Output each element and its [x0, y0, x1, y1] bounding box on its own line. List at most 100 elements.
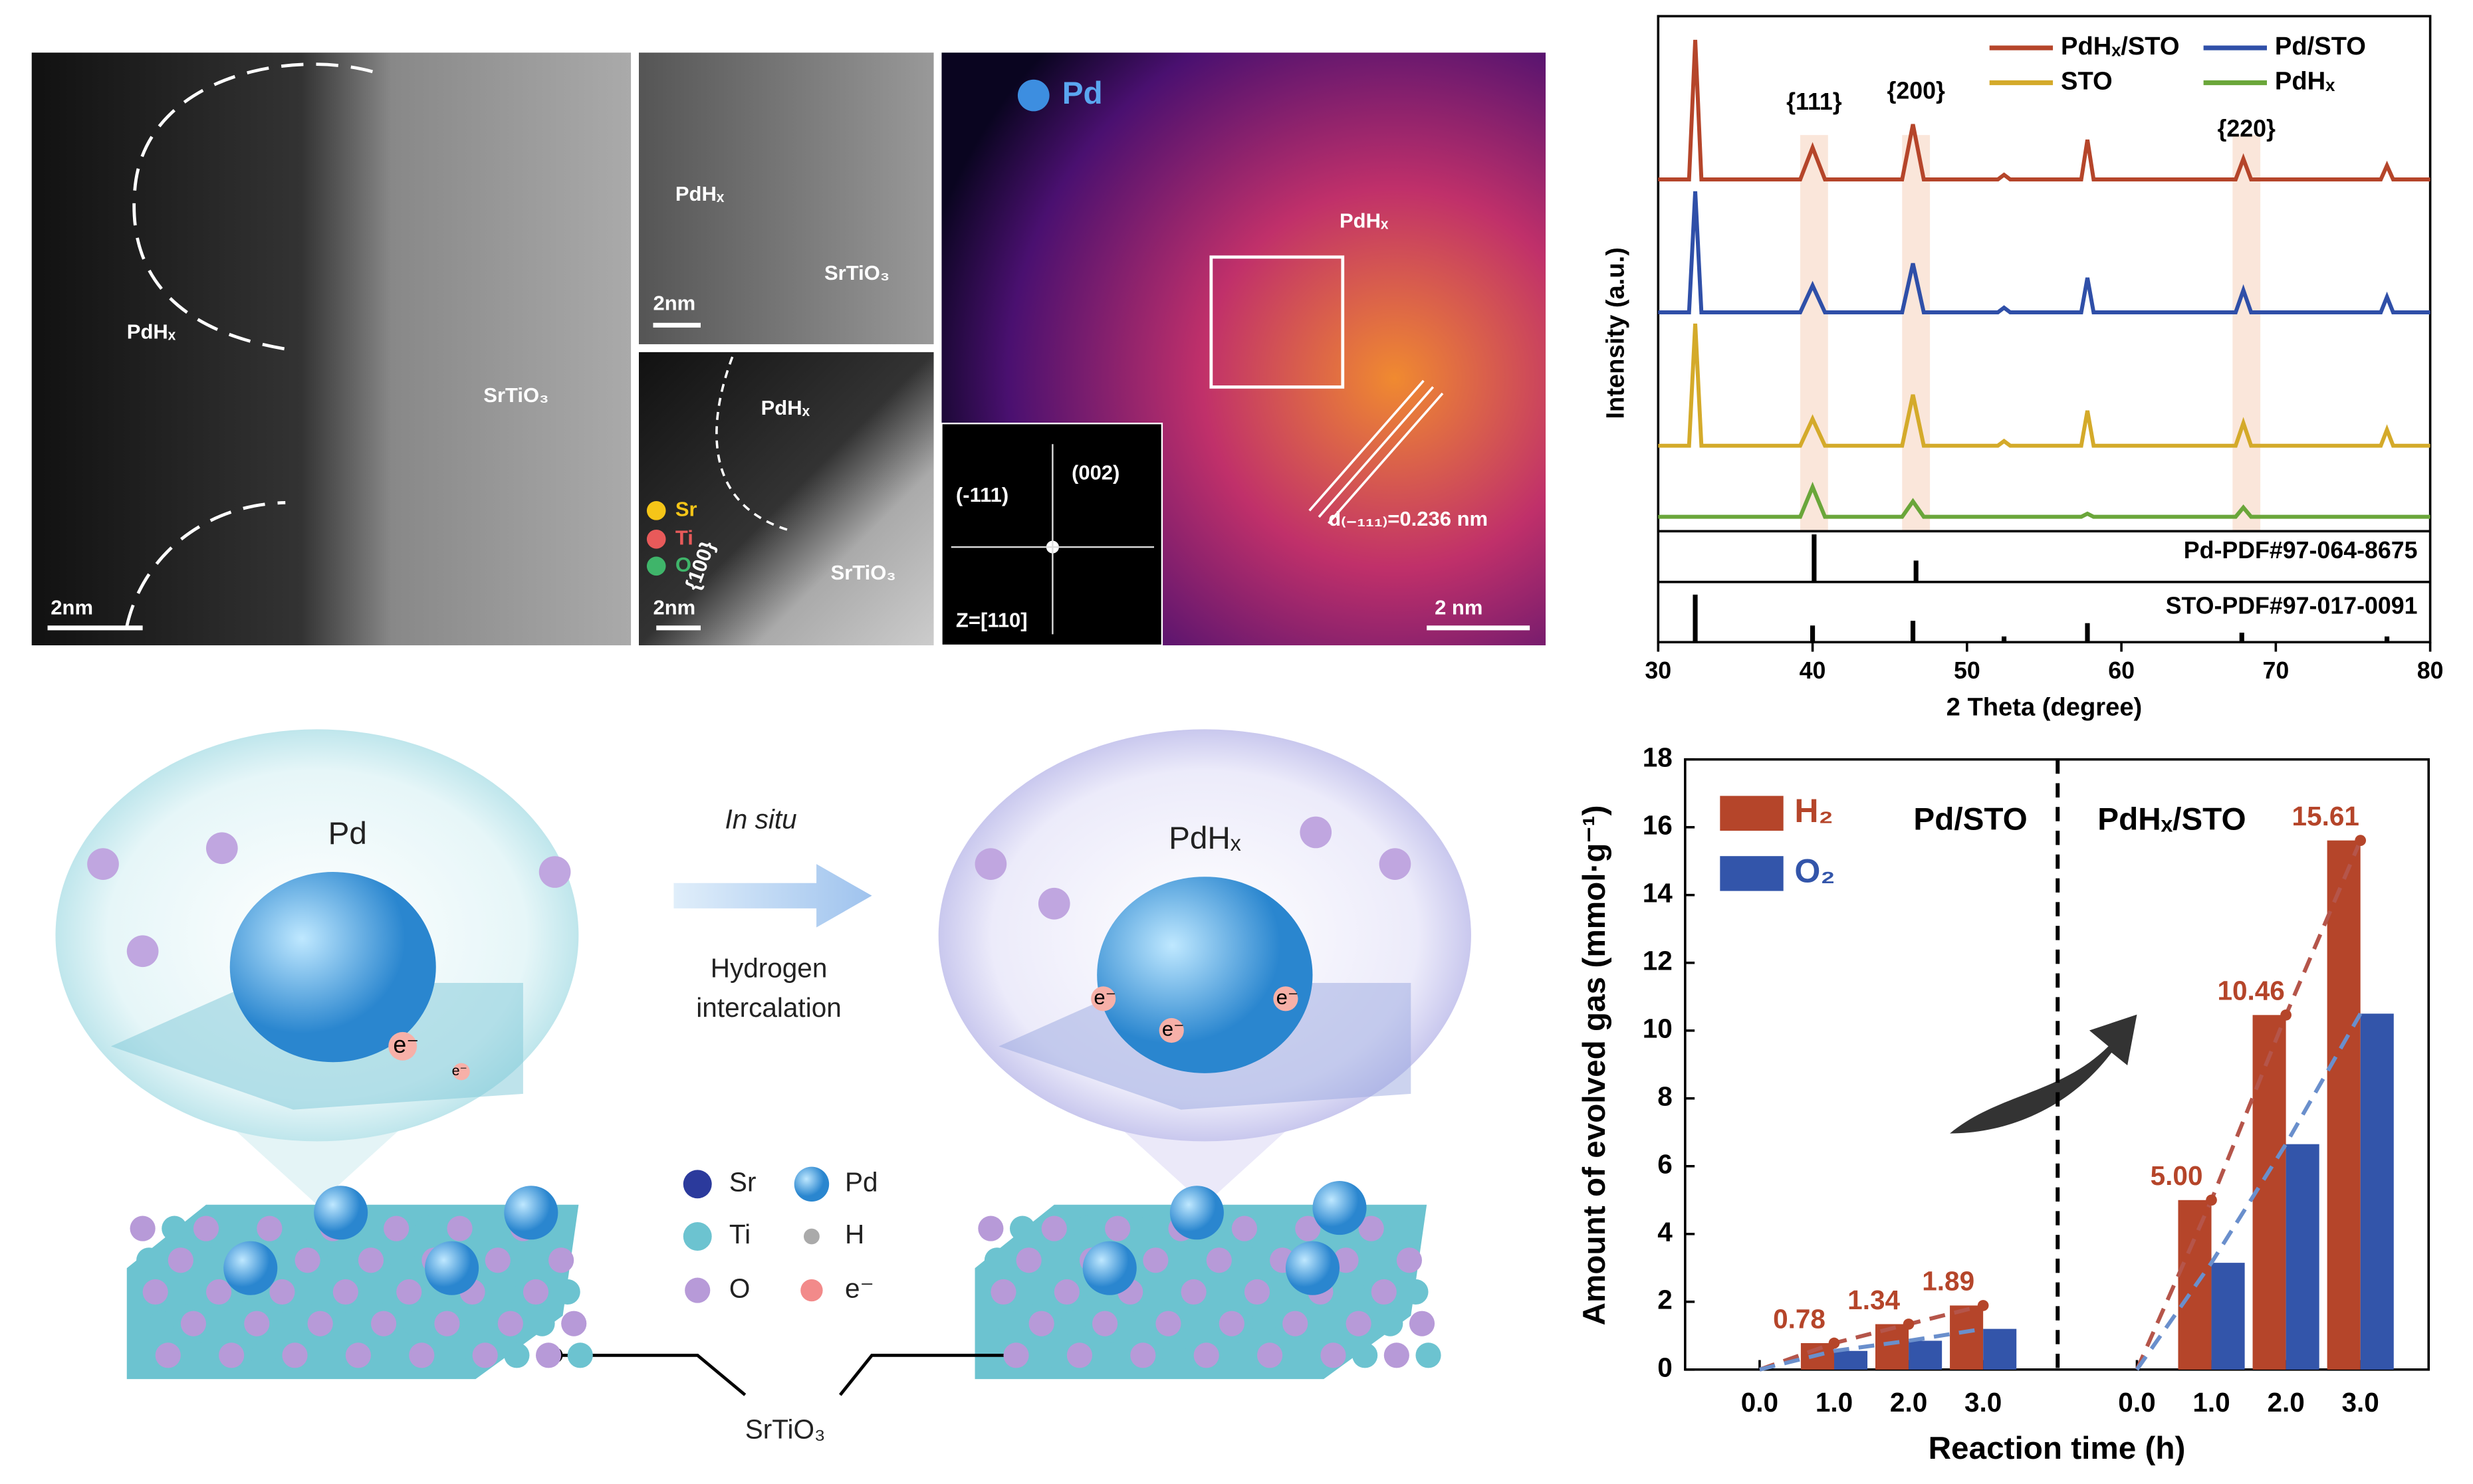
- group-label: Pd/STO: [1913, 801, 2027, 837]
- atom: [199, 1247, 225, 1273]
- legend-dot: [646, 529, 666, 549]
- atom: [1358, 1216, 1384, 1241]
- atom: [364, 1279, 390, 1305]
- pd-particle: [314, 1186, 368, 1240]
- group-label: PdHₓ/STO: [2097, 801, 2246, 837]
- atom: [130, 1216, 156, 1241]
- atom: [529, 1311, 555, 1336]
- atom: [275, 1311, 302, 1336]
- x-tick-label: 50: [1954, 657, 1980, 684]
- atom: [142, 1279, 168, 1305]
- atom: [536, 1342, 562, 1368]
- y-axis-title: Amount of evolved gas (mmol·g⁻¹): [1577, 805, 1612, 1326]
- atom: [1028, 1311, 1054, 1336]
- atom: [1161, 1342, 1188, 1368]
- legend-sphere: [800, 1279, 823, 1302]
- y-tick-label: 6: [1657, 1148, 1673, 1179]
- atom: [1092, 1311, 1118, 1336]
- trend-line: [2135, 1012, 2363, 1371]
- legend-sphere: [683, 1222, 712, 1251]
- micrograph-label: PdHₓ: [127, 320, 176, 343]
- x-tick-label: 1.0: [1816, 1387, 1853, 1418]
- atom: [339, 1311, 365, 1336]
- legend-label: Pd/STO: [2275, 32, 2366, 60]
- atom: [548, 1247, 574, 1273]
- x-tick-label: 70: [2262, 657, 2289, 684]
- atom: [149, 1311, 175, 1336]
- electron-label: e⁻: [452, 1063, 467, 1079]
- schematic-label: PdHₓ: [1169, 821, 1241, 856]
- schematic-label: Pd: [845, 1167, 878, 1198]
- spectrum: [1658, 191, 2430, 314]
- electron-label: e⁻: [393, 1031, 419, 1058]
- x-tick-label: 3.0: [2342, 1387, 2379, 1418]
- atom: [1066, 1342, 1092, 1368]
- electron-label: e⁻: [1162, 1017, 1185, 1041]
- gas-molecule: [87, 848, 119, 880]
- atom: [294, 1247, 320, 1273]
- atom: [1213, 1279, 1238, 1305]
- bar: [2360, 1013, 2394, 1370]
- atom: [1098, 1342, 1124, 1368]
- bar: [1983, 1328, 2017, 1370]
- gas-molecule: [126, 935, 159, 968]
- value-label: 15.61: [2292, 801, 2359, 831]
- atom: [1257, 1342, 1283, 1368]
- atom: [1409, 1311, 1435, 1336]
- atom: [1136, 1216, 1162, 1241]
- atom: [345, 1342, 371, 1368]
- bar: [2286, 1144, 2319, 1370]
- micrograph-label: Z=[110]: [956, 608, 1028, 631]
- atom: [479, 1216, 505, 1241]
- schematic: [55, 729, 2137, 1396]
- legend-label: PdHₓ/STO: [2061, 32, 2180, 60]
- atom: [225, 1216, 251, 1241]
- micrograph-label: (002): [1072, 461, 1119, 484]
- atom: [1383, 1342, 1409, 1368]
- gas-molecule: [206, 832, 238, 865]
- micrographs: [31, 53, 1546, 647]
- atom: [136, 1247, 162, 1273]
- reference-label: Pd-PDF#97-064-8675: [2184, 537, 2418, 564]
- electron: [388, 1031, 417, 1061]
- highlight-band: [1800, 135, 1828, 532]
- atom: [168, 1247, 193, 1273]
- highlight-band: [2232, 135, 2261, 532]
- atom: [1016, 1247, 1042, 1273]
- bar: [2252, 1015, 2286, 1370]
- atom: [554, 1279, 580, 1305]
- atom: [978, 1216, 1004, 1241]
- atom: [1003, 1342, 1029, 1368]
- atom: [384, 1216, 410, 1241]
- y-tick-label: 2: [1657, 1285, 1673, 1315]
- micrograph-label: d₍₋₁₁₁₎=0.236 nm: [1328, 507, 1488, 530]
- image-panel: [31, 53, 632, 646]
- atom: [162, 1216, 187, 1241]
- micrograph-label: 2 nm: [1435, 595, 1482, 619]
- atom: [1371, 1279, 1397, 1305]
- atom: [497, 1311, 523, 1336]
- legend-dot: [646, 556, 666, 576]
- atom: [301, 1279, 327, 1305]
- atom: [1352, 1342, 1378, 1368]
- x-tick-label: 80: [2417, 657, 2444, 684]
- micrograph-label: 2nm: [653, 292, 695, 315]
- peak-label: {111}: [1786, 88, 1842, 115]
- data-dot: [1903, 1319, 1915, 1330]
- bar: [2211, 1263, 2245, 1370]
- trend-line: [2135, 839, 2363, 1371]
- x-tick-label: 2.0: [1890, 1387, 1927, 1418]
- gas-molecule: [1379, 848, 1411, 880]
- atom: [415, 1216, 441, 1241]
- value-label: 1.89: [1922, 1266, 1974, 1297]
- atom: [358, 1247, 384, 1273]
- x-tick-label: 40: [1800, 657, 1826, 684]
- image-panel: [639, 352, 934, 646]
- atom: [466, 1311, 492, 1336]
- data-dot: [2280, 1009, 2292, 1021]
- atom: [472, 1342, 498, 1368]
- atom: [1155, 1311, 1181, 1336]
- electron-label: e⁻: [1276, 986, 1299, 1009]
- atom: [244, 1311, 270, 1336]
- x-axis-title: Reaction time (h): [1929, 1431, 2186, 1466]
